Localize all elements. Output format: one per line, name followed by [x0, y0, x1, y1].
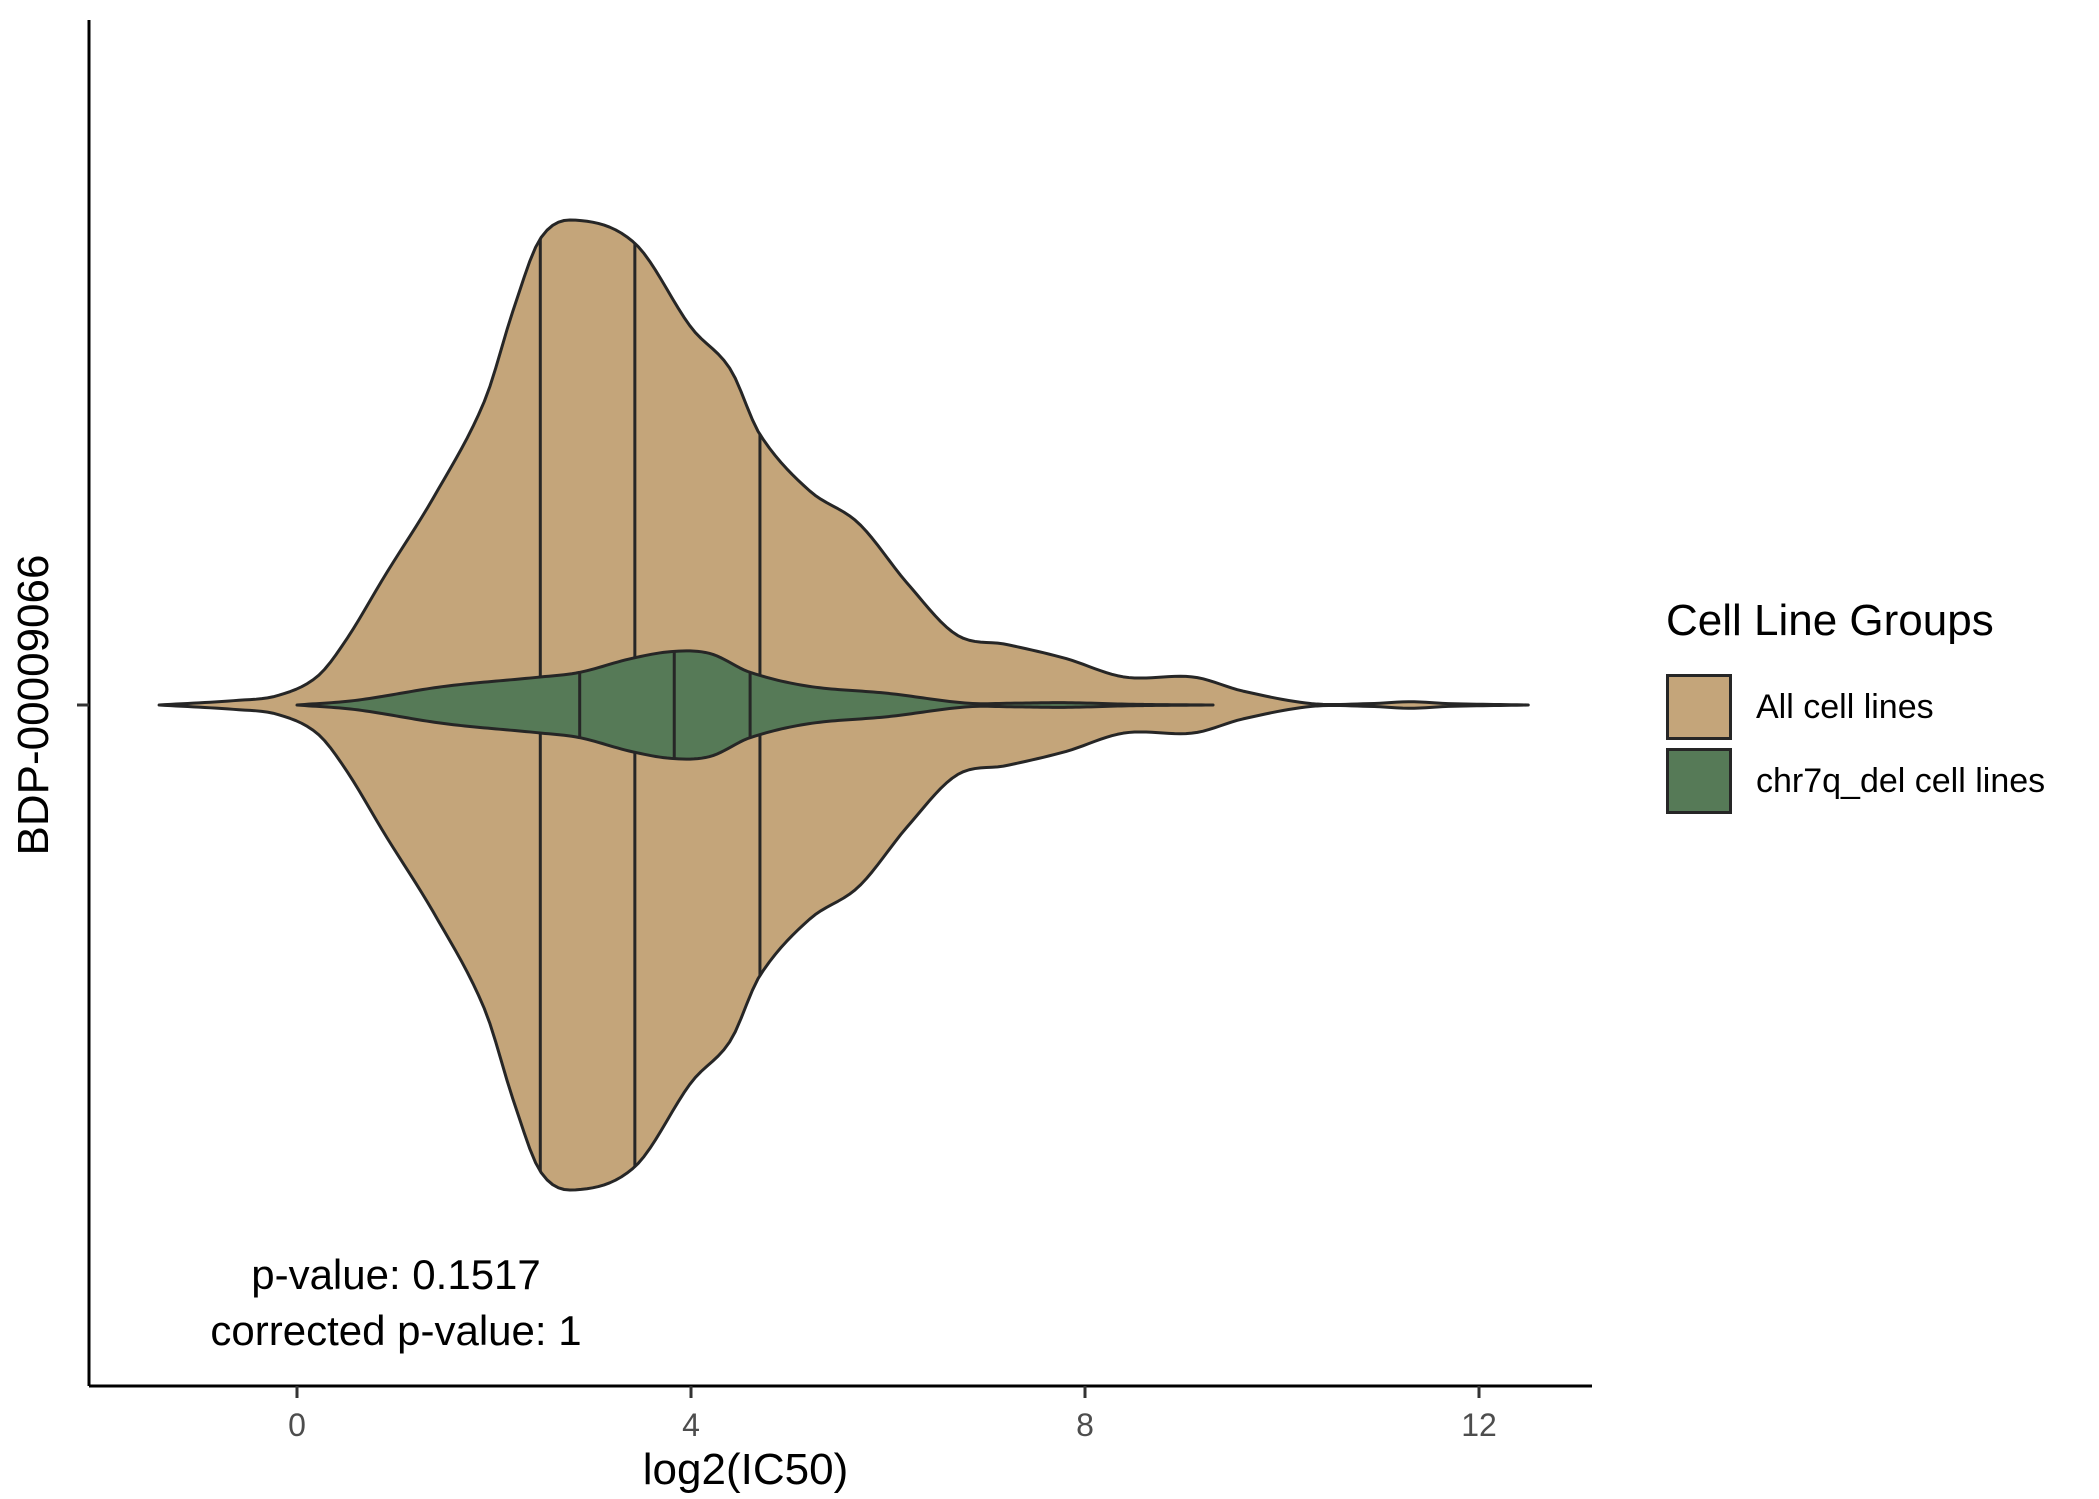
x-tick-label: 8: [1076, 1407, 1094, 1443]
violins-layer: [157, 218, 1530, 1192]
corrected-p-value-annotation: corrected p-value: 1: [210, 1307, 581, 1354]
legend-swatch-chr7q-del-cell-lines: [1666, 748, 1732, 814]
violin-chr7q-del-cell-lines: [295, 649, 1215, 761]
y-axis-label: BDP-00009066: [9, 555, 58, 856]
legend-label-all-cell-lines: All cell lines: [1756, 687, 1934, 726]
x-axis-ticks: 0 4 8 12: [288, 1386, 1497, 1443]
legend-item-chr7q-del-cell-lines: chr7q_del cell lines: [1666, 744, 2045, 818]
legend-label-chr7q-del-cell-lines: chr7q_del cell lines: [1756, 761, 2046, 800]
x-axis-label: log2(IC50): [643, 1445, 848, 1494]
legend: Cell Line Groups All cell lines chr7q_de…: [1666, 596, 2045, 818]
legend-item-all-cell-lines: All cell lines: [1666, 670, 2045, 744]
p-value-annotation: p-value: 0.1517: [251, 1251, 541, 1298]
legend-title: Cell Line Groups: [1666, 596, 1994, 645]
legend-swatch-all-cell-lines: [1666, 674, 1732, 740]
x-tick-label: 0: [288, 1407, 306, 1443]
x-tick-label: 12: [1461, 1407, 1497, 1443]
x-tick-label: 4: [682, 1407, 700, 1443]
